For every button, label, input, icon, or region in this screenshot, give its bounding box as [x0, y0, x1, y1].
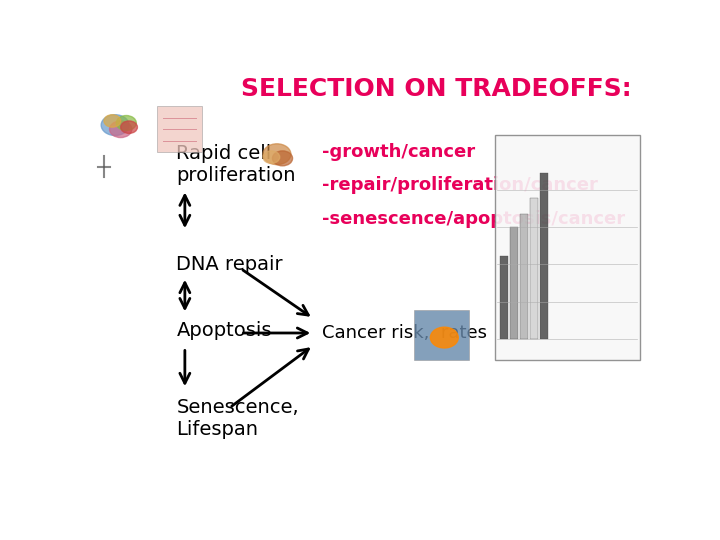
Circle shape: [431, 327, 458, 348]
Circle shape: [116, 116, 136, 131]
Circle shape: [104, 114, 121, 127]
Bar: [157, 106, 202, 152]
Text: SELECTION ON TRADEOFFS:: SELECTION ON TRADEOFFS:: [240, 77, 631, 102]
Circle shape: [263, 144, 291, 165]
Bar: [540, 173, 548, 339]
Text: Rapid cell
proliferation: Rapid cell proliferation: [176, 144, 296, 185]
Circle shape: [272, 151, 292, 166]
Text: DNA repair: DNA repair: [176, 255, 283, 274]
Text: Apoptosis: Apoptosis: [176, 321, 272, 340]
Text: -repair/proliferation/cancer: -repair/proliferation/cancer: [322, 177, 598, 194]
Bar: [495, 136, 639, 360]
Text: -growth/cancer: -growth/cancer: [322, 143, 474, 161]
Text: -senescence/apoptosis/cancer: -senescence/apoptosis/cancer: [322, 210, 625, 228]
Bar: [510, 227, 518, 339]
Bar: [521, 214, 528, 339]
Text: Senescence,
Lifespan: Senescence, Lifespan: [176, 398, 299, 438]
Text: Cancer risk,  rates: Cancer risk, rates: [322, 324, 487, 342]
Circle shape: [121, 121, 138, 133]
Circle shape: [263, 151, 280, 163]
Bar: [413, 310, 469, 360]
Circle shape: [101, 114, 129, 136]
Bar: [500, 256, 508, 339]
Circle shape: [109, 121, 132, 138]
Bar: [530, 198, 538, 339]
